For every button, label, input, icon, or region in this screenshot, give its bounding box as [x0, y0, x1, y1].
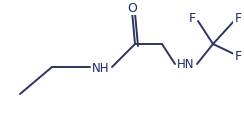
- Text: HN: HN: [177, 58, 195, 71]
- Text: NH: NH: [92, 61, 110, 74]
- Text: F: F: [234, 11, 242, 24]
- Text: F: F: [188, 11, 195, 24]
- Text: O: O: [127, 1, 137, 14]
- Text: F: F: [234, 50, 242, 63]
